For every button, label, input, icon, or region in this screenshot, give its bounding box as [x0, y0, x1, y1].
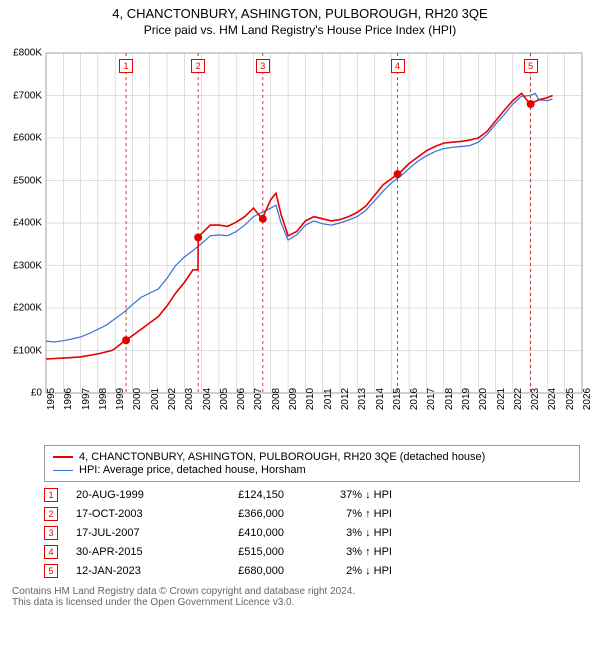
transaction-marker: 5	[44, 564, 58, 578]
legend-swatch	[53, 470, 73, 471]
legend-row: 4, CHANCTONBURY, ASHINGTON, PULBOROUGH, …	[53, 451, 571, 463]
x-tick-label: 1999	[115, 388, 126, 410]
transaction-date: 17-OCT-2003	[76, 508, 186, 520]
transactions-table: 1 20-AUG-1999 £124,150 37% ↓ HPI 2 17-OCT-200…	[44, 488, 580, 578]
chart-area: £0 £100K £200K £300K £400K £500K £600K £700K £80…	[6, 45, 588, 435]
event-marker: 5	[524, 59, 538, 73]
y-tick-label: £100K	[6, 345, 42, 356]
footer-attribution: Contains HM Land Registry data © Crown c…	[12, 586, 590, 608]
x-tick-label: 2002	[167, 388, 178, 410]
x-tick-label: 2012	[340, 388, 351, 410]
y-tick-label: £400K	[6, 218, 42, 229]
x-tick-label: 2009	[288, 388, 299, 410]
footer-line2: This data is licensed under the Open Gov…	[12, 597, 590, 608]
x-tick-label: 2006	[236, 388, 247, 410]
event-marker: 1	[119, 59, 133, 73]
transaction-marker: 2	[44, 507, 58, 521]
footer-line1: Contains HM Land Registry data © Crown c…	[12, 586, 590, 597]
chart-subtitle: Price paid vs. HM Land Registry's House …	[10, 23, 590, 37]
y-tick-label: £0	[6, 388, 42, 399]
y-tick-label: £800K	[6, 48, 42, 59]
x-tick-label: 2015	[392, 388, 403, 410]
chart-title-block: 4, CHANCTONBURY, ASHINGTON, PULBOROUGH, …	[0, 0, 600, 41]
legend-row: HPI: Average price, detached house, Hors…	[53, 464, 571, 476]
x-tick-label: 2007	[253, 388, 264, 410]
x-tick-label: 2013	[357, 388, 368, 410]
x-tick-label: 1998	[98, 388, 109, 410]
x-tick-label: 2026	[582, 388, 593, 410]
transaction-hpi: 3% ↓ HPI	[302, 527, 392, 539]
legend-swatch	[53, 456, 73, 458]
transaction-price: £515,000	[204, 546, 284, 558]
transaction-hpi: 7% ↑ HPI	[302, 508, 392, 520]
event-marker: 4	[391, 59, 405, 73]
transaction-hpi: 37% ↓ HPI	[302, 489, 392, 501]
transaction-row: 1 20-AUG-1999 £124,150 37% ↓ HPI	[44, 488, 580, 502]
x-tick-label: 2016	[409, 388, 420, 410]
x-tick-label: 2024	[547, 388, 558, 410]
transaction-price: £680,000	[204, 565, 284, 577]
y-tick-label: £500K	[6, 175, 42, 186]
chart-title: 4, CHANCTONBURY, ASHINGTON, PULBOROUGH, …	[10, 6, 590, 21]
x-tick-label: 2003	[184, 388, 195, 410]
transaction-marker: 4	[44, 545, 58, 559]
transaction-price: £366,000	[204, 508, 284, 520]
x-tick-label: 2001	[150, 388, 161, 410]
transaction-hpi: 3% ↑ HPI	[302, 546, 392, 558]
transaction-date: 17-JUL-2007	[76, 527, 186, 539]
x-tick-label: 2018	[444, 388, 455, 410]
transaction-date: 30-APR-2015	[76, 546, 186, 558]
x-tick-label: 2017	[426, 388, 437, 410]
transaction-marker: 3	[44, 526, 58, 540]
event-marker: 3	[256, 59, 270, 73]
x-tick-label: 1997	[81, 388, 92, 410]
x-tick-label: 2008	[271, 388, 282, 410]
y-tick-label: £600K	[6, 133, 42, 144]
x-tick-label: 2022	[513, 388, 524, 410]
transaction-date: 20-AUG-1999	[76, 489, 186, 501]
transaction-price: £410,000	[204, 527, 284, 539]
x-tick-label: 2010	[305, 388, 316, 410]
transaction-row: 3 17-JUL-2007 £410,000 3% ↓ HPI	[44, 526, 580, 540]
transaction-date: 12-JAN-2023	[76, 565, 186, 577]
y-tick-label: £700K	[6, 90, 42, 101]
x-tick-label: 2004	[202, 388, 213, 410]
x-tick-label: 2011	[323, 388, 334, 410]
x-tick-label: 1995	[46, 388, 57, 410]
x-tick-label: 2000	[132, 388, 143, 410]
x-tick-label: 2014	[375, 388, 386, 410]
transaction-marker: 1	[44, 488, 58, 502]
x-tick-label: 2021	[496, 388, 507, 410]
legend-label: 4, CHANCTONBURY, ASHINGTON, PULBOROUGH, …	[79, 451, 485, 463]
transaction-hpi: 2% ↓ HPI	[302, 565, 392, 577]
x-tick-label: 2025	[565, 388, 576, 410]
transaction-price: £124,150	[204, 489, 284, 501]
chart-svg	[6, 45, 588, 435]
transaction-row: 4 30-APR-2015 £515,000 3% ↑ HPI	[44, 545, 580, 559]
event-marker: 2	[191, 59, 205, 73]
x-tick-label: 2020	[478, 388, 489, 410]
x-tick-label: 2019	[461, 388, 472, 410]
transaction-row: 2 17-OCT-2003 £366,000 7% ↑ HPI	[44, 507, 580, 521]
transaction-row: 5 12-JAN-2023 £680,000 2% ↓ HPI	[44, 564, 580, 578]
y-tick-label: £200K	[6, 303, 42, 314]
legend-label: HPI: Average price, detached house, Hors…	[79, 464, 306, 476]
x-tick-label: 2023	[530, 388, 541, 410]
y-tick-label: £300K	[6, 260, 42, 271]
legend: 4, CHANCTONBURY, ASHINGTON, PULBOROUGH, …	[44, 445, 580, 482]
x-tick-label: 2005	[219, 388, 230, 410]
x-tick-label: 1996	[63, 388, 74, 410]
